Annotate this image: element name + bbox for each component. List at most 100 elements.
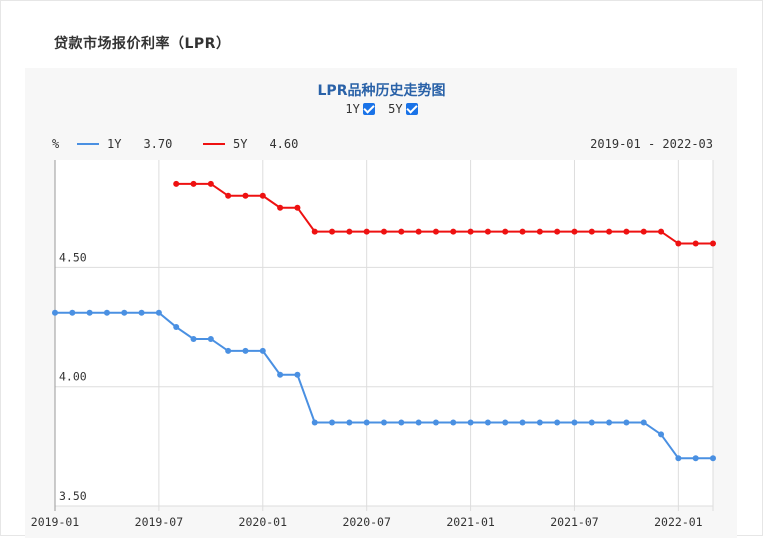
data-point-1y[interactable]	[155, 309, 162, 316]
data-point-5y[interactable]	[692, 240, 699, 247]
data-point-1y[interactable]	[710, 455, 716, 462]
data-point-5y[interactable]	[571, 228, 578, 235]
y-tick-label: 4.50	[59, 250, 87, 264]
data-point-5y[interactable]	[484, 228, 491, 235]
data-point-5y[interactable]	[710, 240, 716, 247]
legend-item-1y[interactable]: 1Y 3.70	[77, 137, 172, 151]
data-point-1y[interactable]	[536, 419, 543, 426]
data-point-5y[interactable]	[398, 228, 405, 235]
data-point-1y[interactable]	[103, 309, 110, 316]
data-point-1y[interactable]	[692, 455, 699, 462]
toggle-5y[interactable]: 5Y	[388, 102, 418, 116]
data-point-5y[interactable]	[277, 204, 284, 211]
legend-name-5y: 5Y	[233, 137, 248, 151]
data-point-1y[interactable]	[519, 419, 526, 426]
data-point-1y[interactable]	[86, 309, 93, 316]
toggle-5y-checkbox[interactable]	[405, 103, 418, 115]
data-point-1y[interactable]	[484, 419, 491, 426]
y-tick-label: 4.00	[59, 370, 87, 384]
data-point-5y[interactable]	[225, 192, 232, 199]
data-point-1y[interactable]	[467, 419, 474, 426]
data-point-1y[interactable]	[69, 309, 76, 316]
date-range-label: 2019-01 - 2022-03	[590, 137, 713, 151]
data-point-1y[interactable]	[242, 347, 249, 354]
chart-title: LPR品种历史走势图	[317, 83, 446, 99]
plot-area	[55, 160, 713, 506]
data-point-1y[interactable]	[606, 419, 613, 426]
section-title: 贷款市场报价利率（LPR）	[54, 36, 231, 52]
data-point-1y[interactable]	[640, 419, 647, 426]
data-point-1y[interactable]	[363, 419, 370, 426]
data-point-5y[interactable]	[346, 228, 353, 235]
x-tick-label: 2020-01	[239, 515, 288, 529]
data-point-5y[interactable]	[329, 228, 336, 235]
toggle-1y-label: 1Y	[345, 102, 360, 116]
data-point-5y[interactable]	[294, 204, 301, 211]
data-point-1y[interactable]	[190, 335, 197, 342]
data-point-1y[interactable]	[381, 419, 387, 426]
legend-item-5y[interactable]: 5Y 4.60	[203, 137, 298, 151]
data-point-5y[interactable]	[173, 180, 180, 187]
data-point-1y[interactable]	[675, 455, 682, 462]
data-point-5y[interactable]	[658, 228, 665, 235]
data-point-1y[interactable]	[207, 335, 214, 342]
data-point-1y[interactable]	[588, 419, 595, 426]
toggle-1y[interactable]: 1Y	[345, 102, 375, 116]
data-point-5y[interactable]	[415, 228, 422, 235]
data-point-1y[interactable]	[346, 419, 353, 426]
unit-label: %	[52, 137, 60, 151]
data-point-5y[interactable]	[588, 228, 595, 235]
x-tick-label: 2020-07	[342, 515, 391, 529]
series-toggles: 1Y 5Y	[0, 102, 763, 116]
data-point-5y[interactable]	[502, 228, 509, 235]
data-point-1y[interactable]	[225, 347, 232, 354]
legend-value-5y: 4.60	[269, 137, 299, 151]
data-point-5y[interactable]	[381, 228, 387, 235]
toggle-5y-label: 5Y	[388, 102, 403, 116]
data-point-5y[interactable]	[675, 240, 682, 247]
data-point-1y[interactable]	[173, 324, 180, 331]
data-point-1y[interactable]	[311, 419, 318, 426]
data-point-5y[interactable]	[519, 228, 526, 235]
legend-row: % 1Y 3.70 5Y 4.60 2019-01 - 2022-03	[0, 137, 763, 153]
data-point-1y[interactable]	[450, 419, 457, 426]
data-point-1y[interactable]	[138, 309, 145, 316]
data-point-1y[interactable]	[121, 309, 128, 316]
data-point-1y[interactable]	[259, 347, 266, 354]
data-point-1y[interactable]	[398, 419, 405, 426]
legend-swatch-5y	[203, 143, 225, 145]
data-point-1y[interactable]	[658, 431, 665, 438]
data-point-5y[interactable]	[311, 228, 318, 235]
data-point-1y[interactable]	[52, 309, 58, 316]
data-point-1y[interactable]	[277, 371, 284, 378]
data-point-1y[interactable]	[329, 419, 336, 426]
data-point-5y[interactable]	[554, 228, 561, 235]
data-point-5y[interactable]	[190, 180, 197, 187]
x-tick-label: 2021-07	[550, 515, 599, 529]
data-point-1y[interactable]	[554, 419, 561, 426]
data-point-1y[interactable]	[415, 419, 422, 426]
data-point-5y[interactable]	[363, 228, 370, 235]
data-point-1y[interactable]	[571, 419, 578, 426]
legend-value-1y: 3.70	[143, 137, 173, 151]
data-point-1y[interactable]	[432, 419, 439, 426]
legend-swatch-1y	[77, 143, 99, 145]
x-tick-label: 2022-01	[654, 515, 703, 529]
data-point-1y[interactable]	[294, 371, 301, 378]
toggle-1y-checkbox[interactable]	[362, 103, 375, 115]
data-point-1y[interactable]	[502, 419, 509, 426]
x-tick-label: 2019-07	[135, 515, 184, 529]
data-point-5y[interactable]	[207, 180, 214, 187]
data-point-5y[interactable]	[536, 228, 543, 235]
data-point-5y[interactable]	[259, 192, 266, 199]
data-point-5y[interactable]	[242, 192, 249, 199]
data-point-1y[interactable]	[623, 419, 630, 426]
data-point-5y[interactable]	[640, 228, 647, 235]
data-point-5y[interactable]	[606, 228, 613, 235]
data-point-5y[interactable]	[450, 228, 457, 235]
data-point-5y[interactable]	[432, 228, 439, 235]
data-point-5y[interactable]	[467, 228, 474, 235]
data-point-5y[interactable]	[623, 228, 630, 235]
x-tick-label: 2019-01	[31, 515, 80, 529]
